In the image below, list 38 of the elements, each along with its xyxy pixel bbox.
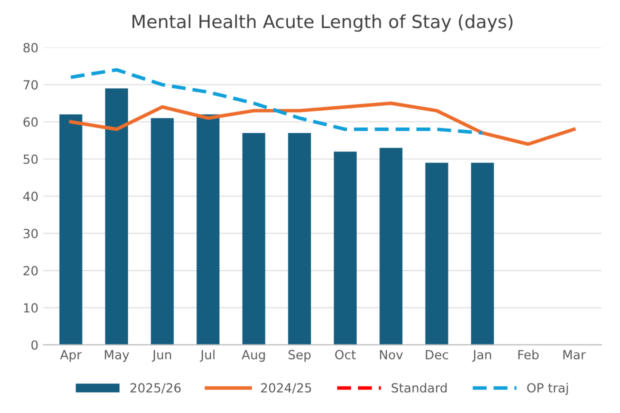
x-tick-label: Apr: [60, 350, 82, 362]
x-tick-label: Feb: [518, 350, 539, 360]
chart-title: Mental Health Acute Length of Stay (days): [132, 14, 512, 32]
bar: [242, 132, 266, 345]
x-tick-label: Oct: [335, 350, 356, 360]
x-tick-label: May: [104, 350, 130, 362]
x-tick-label: Jul: [200, 350, 214, 362]
x-tick-label: Mar: [563, 350, 586, 360]
bar: [471, 162, 494, 345]
legend-label: 2024/25: [261, 383, 312, 394]
y-tick-label: 0: [31, 340, 38, 350]
x-tick-label: Aug: [242, 350, 265, 362]
x-tick-label: Nov: [380, 350, 403, 360]
y-tick-label: 60: [24, 117, 38, 127]
legend-label: Standard: [392, 382, 447, 393]
bar: [425, 162, 448, 345]
bar: [334, 152, 357, 345]
x-tick-label: Jun: [152, 350, 172, 362]
bar: [380, 148, 402, 345]
bar: [105, 88, 128, 345]
y-tick-label: 30: [24, 228, 38, 238]
x-tick-label: Sep: [288, 350, 311, 362]
y-tick-label: 80: [23, 42, 38, 52]
bar: [59, 114, 82, 345]
bar: [288, 132, 311, 345]
line-series: [69, 102, 576, 146]
legend-label: 2025/26: [130, 383, 181, 394]
y-tick-label: 70: [24, 80, 38, 90]
legend-label: OP traj: [527, 382, 568, 395]
line-series: [69, 68, 484, 135]
y-tick-label: 20: [24, 266, 38, 276]
y-tick-label: 10: [24, 303, 38, 313]
y-tick-label: 50: [24, 154, 38, 164]
y-tick-label: 40: [23, 192, 38, 202]
bar: [150, 118, 174, 345]
bar: [196, 114, 220, 345]
x-tick-label: Jan: [472, 350, 492, 362]
x-tick-label: Dec: [426, 350, 448, 360]
